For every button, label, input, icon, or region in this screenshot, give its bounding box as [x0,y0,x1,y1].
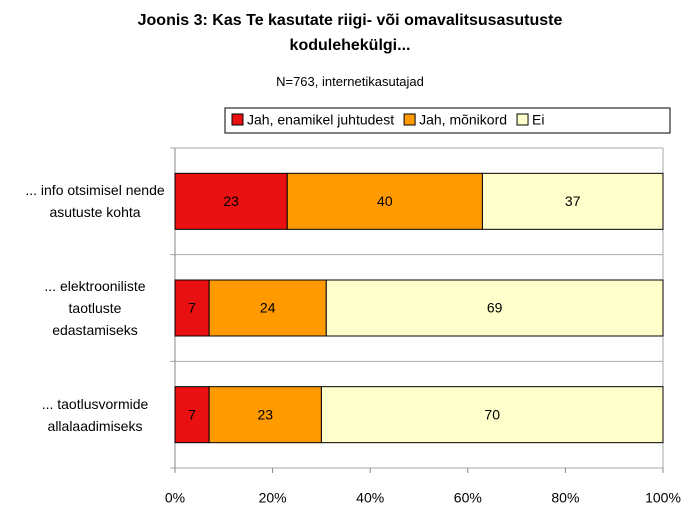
legend-label: Jah, enamikel juhtudest [247,112,394,128]
bar-segment [208,386,322,444]
category-label: ... info otsimisel nende asutuste kohta [25,182,165,221]
x-tick-label: 100% [645,490,681,506]
bar-segment [174,172,288,230]
data-label: 7 [188,300,196,316]
x-tick-label: 40% [356,490,384,506]
bar-segment [286,172,483,230]
chart-subtitle: N=763, internetikasutajad [276,74,424,89]
category-label: ... taotlusvormide allalaadimiseks [41,395,149,434]
bar-segment [320,386,664,444]
legend-label: Ei [532,112,544,128]
data-label: 70 [484,406,500,422]
bar-segment [174,386,210,444]
bar-segment [208,279,327,337]
data-label: 23 [223,193,239,209]
legend-box [224,107,671,134]
legend-swatch [403,113,416,126]
data-label: 7 [188,406,196,422]
x-tick-label: 0% [165,490,185,506]
data-label: 69 [487,300,503,316]
bar-segment [325,279,664,337]
chart-title: Joonis 3: Kas Te kasutate riigi- või oma… [137,12,563,54]
data-label: 40 [377,193,393,209]
legend-label: Jah, mõnikord [419,112,507,128]
data-label: 37 [565,193,581,209]
x-tick-label: 80% [551,490,579,506]
category-label: ... elektrooniliste taotluste edastamise… [44,278,146,338]
x-tick-label: 20% [259,490,287,506]
data-label: 23 [257,406,273,422]
data-label: 24 [260,300,276,316]
bar-segment [174,279,210,337]
legend-swatch [231,113,244,126]
bar-segment [481,172,664,230]
x-tick-label: 60% [454,490,482,506]
legend-swatch [516,113,529,126]
